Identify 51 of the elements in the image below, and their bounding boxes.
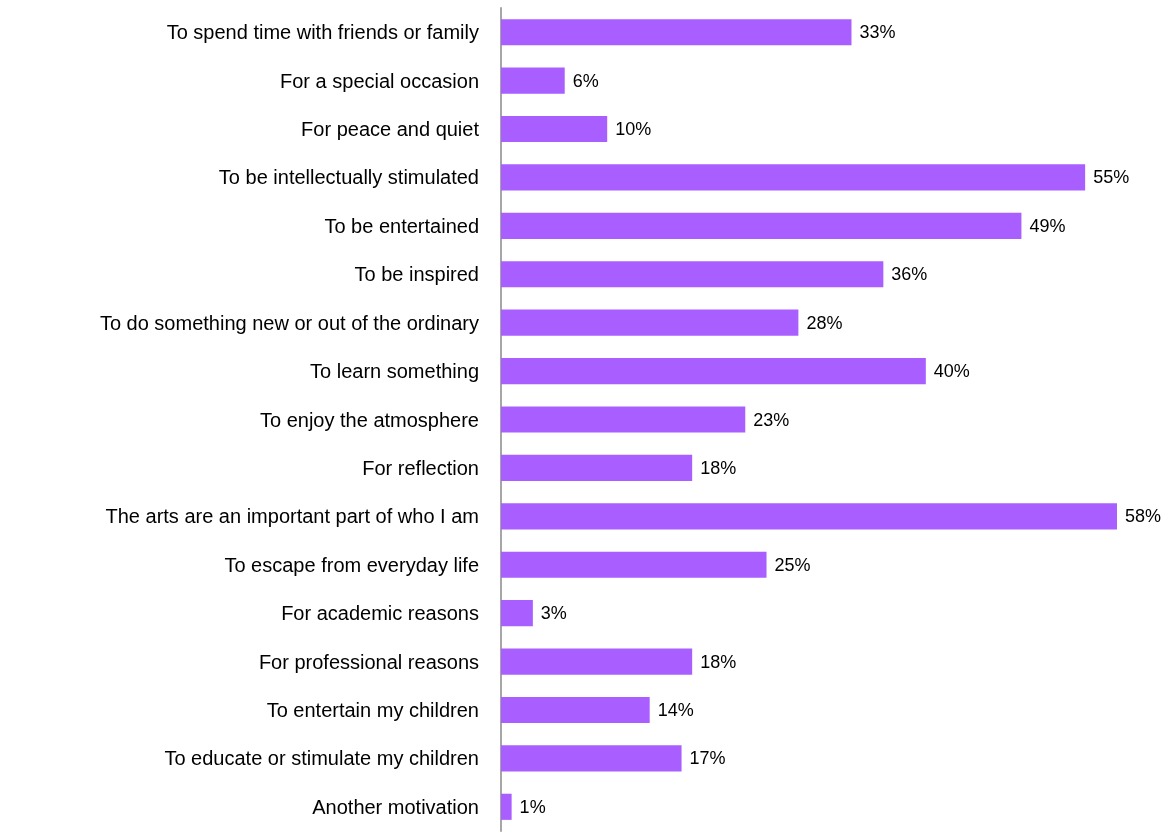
y-tick-label: For a special occasion (280, 69, 479, 92)
y-tick-label: Another motivation (312, 795, 479, 818)
y-tick-label: For academic reasons (281, 602, 479, 625)
data-label: 18% (700, 457, 737, 478)
bar (501, 600, 533, 627)
bar (501, 261, 884, 288)
y-tick-label: To be inspired (354, 263, 479, 286)
y-tick-label: To entertain my children (266, 698, 479, 721)
y-tick-label: To educate or stimulate my children (164, 747, 479, 770)
y-tick-label: To learn something (310, 360, 479, 383)
bar (501, 454, 693, 481)
bar (501, 212, 1022, 239)
bar (501, 67, 565, 94)
y-tick-label: To be intellectually stimulated (218, 166, 479, 189)
y-tick-label: For peace and quiet (301, 118, 480, 141)
y-tick-label: To do something new or out of the ordinary (99, 311, 479, 334)
data-label: 40% (933, 361, 970, 382)
bar (501, 551, 767, 578)
y-tick-label: To spend time with friends or family (166, 21, 479, 44)
bar (501, 503, 1117, 530)
data-label: 28% (806, 312, 843, 333)
y-tick-label: For professional reasons (258, 650, 479, 673)
y-tick-label: For reflection (362, 456, 479, 479)
data-label: 25% (774, 554, 811, 575)
data-label: 14% (657, 699, 694, 720)
bar (501, 793, 512, 820)
data-label: 58% (1125, 506, 1162, 527)
data-label: 55% (1093, 167, 1130, 188)
bar (501, 696, 650, 724)
bar (501, 309, 799, 336)
y-tick-label: To be entertained (324, 214, 479, 237)
bar (501, 19, 852, 46)
bar (501, 115, 608, 143)
y-tick-label: The arts are an important part of who I am (105, 505, 479, 528)
data-label: 6% (572, 70, 599, 91)
data-label: 17% (689, 748, 726, 769)
data-label: 33% (859, 22, 896, 43)
y-tick-label: To escape from everyday life (224, 553, 479, 576)
bar (501, 406, 746, 433)
bar (501, 358, 926, 385)
data-label: 36% (891, 264, 928, 285)
bar (501, 164, 1086, 191)
data-label: 18% (700, 651, 737, 672)
bar (501, 648, 693, 675)
data-label: 49% (1029, 215, 1066, 236)
y-tick-label: To enjoy the atmosphere (259, 408, 479, 431)
data-label: 3% (540, 603, 567, 624)
data-label: 1% (519, 796, 546, 817)
data-label: 23% (753, 409, 790, 430)
data-label: 10% (615, 119, 652, 140)
bar (501, 745, 682, 772)
